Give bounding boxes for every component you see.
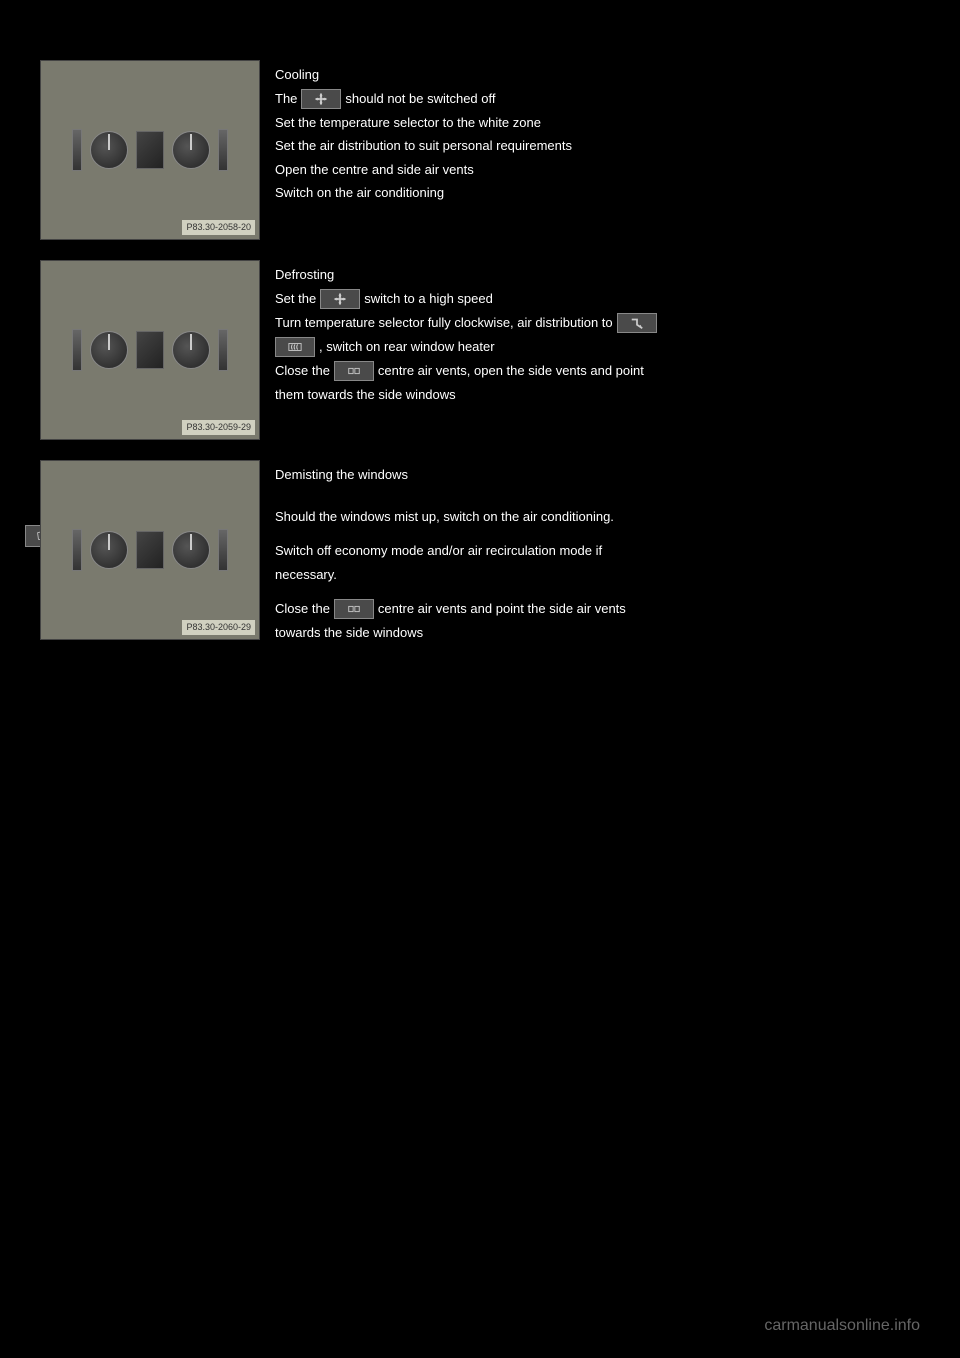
text: Open the centre and side air vents	[275, 160, 474, 180]
text-line: Set the switch to a high speed	[275, 289, 920, 309]
text: Switch on the air conditioning	[275, 183, 444, 203]
image-label-1: P83.30-2058-20	[182, 220, 255, 236]
text: Should the windows mist up, switch on th…	[275, 507, 614, 527]
text: The	[275, 89, 297, 109]
text: Set the	[275, 289, 316, 309]
left-dial-icon	[90, 131, 128, 169]
demisting-text: Demisting the windows Should the windows…	[275, 460, 920, 647]
text-line: Set the air distribution to suit persona…	[275, 136, 920, 156]
center-panel-icon	[136, 131, 164, 169]
text: Close the	[275, 361, 330, 381]
text-line: Switch on the air conditioning	[275, 183, 920, 203]
vent-icon	[334, 361, 374, 381]
left-slider-icon	[72, 129, 82, 171]
text: them towards the side windows	[275, 385, 456, 405]
text: Set the temperature selector to the whit…	[275, 113, 541, 133]
section-defrosting: P83.30-2059-29 Defrosting Set the switch…	[40, 260, 920, 440]
text: Demisting the windows	[275, 465, 408, 485]
text-line: Close the centre air vents and point the…	[275, 599, 920, 619]
center-panel-icon	[136, 331, 164, 369]
text: centre air vents and point the side air …	[378, 599, 626, 619]
demisting-title: Demisting the windows	[275, 465, 920, 485]
text-line: Close the centre air vents, open the sid…	[275, 361, 920, 381]
right-slider-icon	[218, 129, 228, 171]
defrosting-title: Defrosting	[275, 265, 920, 285]
climate-panel-image-3: P83.30-2060-29	[40, 460, 260, 640]
text: Turn temperature selector fully clockwis…	[275, 313, 613, 333]
text-line: Set the temperature selector to the whit…	[275, 113, 920, 133]
text-line: , switch on rear window heater	[275, 337, 920, 357]
fan-icon	[320, 289, 360, 309]
text-line: Should the windows mist up, switch on th…	[275, 507, 920, 527]
left-slider-icon	[72, 529, 82, 571]
text: Close the	[275, 599, 330, 619]
vent-icon	[334, 599, 374, 619]
right-dial-icon	[172, 331, 210, 369]
right-dial-icon	[172, 531, 210, 569]
rear-heat-icon	[275, 337, 315, 357]
text-line: Turn temperature selector fully clockwis…	[275, 313, 920, 333]
right-dial-icon	[172, 131, 210, 169]
left-slider-icon	[72, 329, 82, 371]
text-line: them towards the side windows	[275, 385, 920, 405]
text: Cooling	[275, 65, 319, 85]
text: switch to a high speed	[364, 289, 493, 309]
text: Switch off economy mode and/or air recir…	[275, 541, 602, 561]
cooling-text: Cooling The should not be switched off S…	[275, 60, 920, 207]
section-cooling: P83.30-2058-20 Cooling The should not be…	[40, 60, 920, 240]
cooling-title: Cooling	[275, 65, 920, 85]
text-line: The should not be switched off	[275, 89, 920, 109]
text-line: towards the side windows	[275, 623, 920, 643]
section-demisting: P83.30-2060-29 Demisting the windows Sho…	[40, 460, 920, 647]
climate-panel-image-2: P83.30-2059-29	[40, 260, 260, 440]
text: Defrosting	[275, 265, 334, 285]
defrosting-text: Defrosting Set the switch to a high spee…	[275, 260, 920, 408]
climate-panel-image-1: P83.30-2058-20	[40, 60, 260, 240]
text-line: necessary.	[275, 565, 920, 585]
text: centre air vents, open the side vents an…	[378, 361, 644, 381]
text: should not be switched off	[345, 89, 495, 109]
text: necessary.	[275, 565, 337, 585]
watermark: carmanualsonline.info	[764, 1314, 920, 1338]
text-line: Switch off economy mode and/or air recir…	[275, 541, 920, 561]
right-slider-icon	[218, 529, 228, 571]
fan-icon	[301, 89, 341, 109]
text: towards the side windows	[275, 623, 423, 643]
text: , switch on rear window heater	[319, 337, 495, 357]
text-line: Open the centre and side air vents	[275, 160, 920, 180]
left-dial-icon	[90, 531, 128, 569]
left-dial-icon	[90, 331, 128, 369]
floor-vent-icon	[617, 313, 657, 333]
image-label-3: P83.30-2060-29	[182, 620, 255, 636]
right-slider-icon	[218, 329, 228, 371]
image-label-2: P83.30-2059-29	[182, 420, 255, 436]
center-panel-icon	[136, 531, 164, 569]
text: Set the air distribution to suit persona…	[275, 136, 572, 156]
